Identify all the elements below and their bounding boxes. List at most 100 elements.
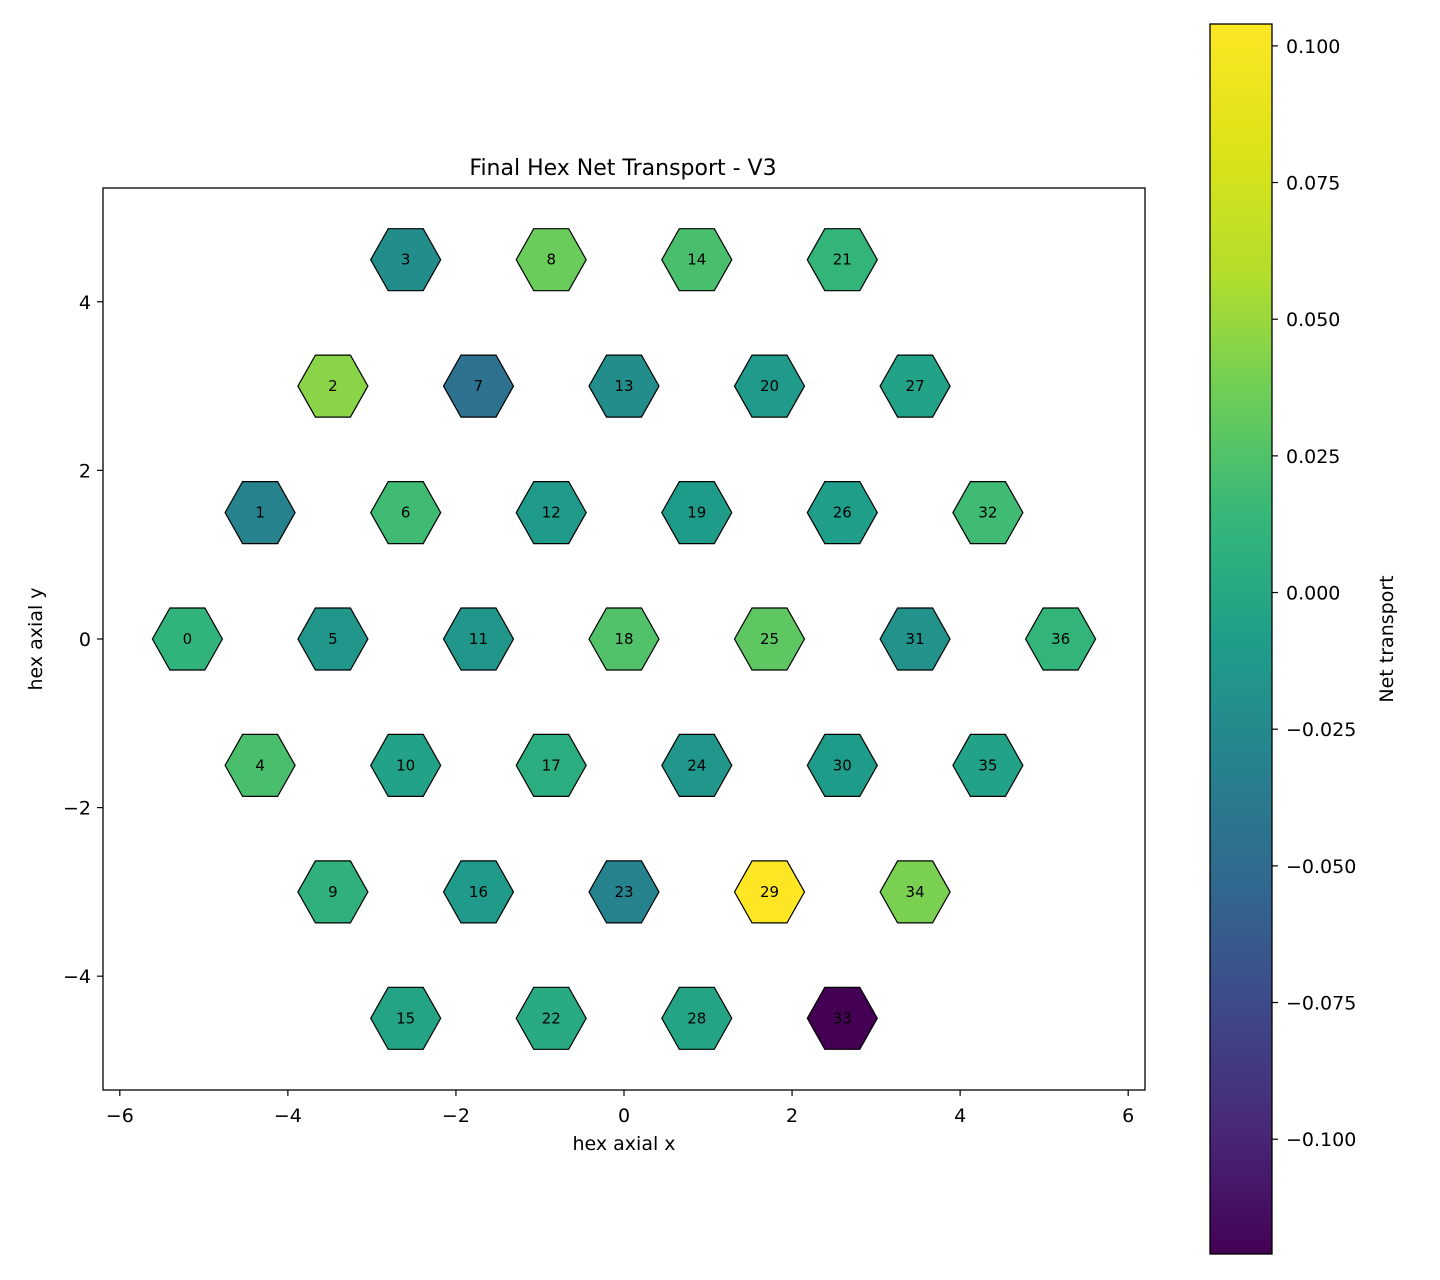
x-tick-label: 6 (1122, 1105, 1134, 1127)
hex-shape (151, 607, 224, 671)
y-tick-label: 4 (79, 292, 91, 314)
hex-cell: 30 (806, 733, 878, 798)
hex-cell: 24 (661, 733, 733, 798)
y-tick-label: 2 (79, 460, 91, 482)
hex-label: 34 (906, 883, 925, 901)
hex-label: 23 (614, 883, 633, 901)
hex-cell: 9 (297, 860, 369, 924)
hex-cell: 16 (442, 860, 515, 924)
hex-shape (952, 481, 1024, 545)
hex-label: 17 (542, 756, 561, 774)
hex-label: 14 (687, 251, 706, 269)
hex-shape (370, 986, 442, 1050)
hex-shape (733, 354, 806, 418)
colorbar-tick-label: 0.075 (1286, 173, 1340, 195)
hex-shape (588, 860, 660, 924)
hex-label: 25 (760, 630, 779, 648)
hex-label: 29 (760, 883, 779, 901)
colorbar-ticks: 0.100 0.075 0.050 0.025 0.000 −0.025 −0.050 −0.… (1272, 36, 1356, 1151)
hex-cell: 12 (515, 481, 587, 545)
hex-shape (515, 986, 587, 1050)
hex-label: 27 (906, 377, 925, 395)
hex-shape (442, 607, 515, 671)
hex-shape (733, 860, 806, 924)
hex-cell: 3 (370, 228, 442, 292)
hex-cell: 21 (806, 228, 878, 292)
hex-label: 20 (760, 377, 779, 395)
hex-shape (224, 481, 296, 545)
hex-label: 24 (687, 756, 706, 774)
hex-cell: 32 (952, 481, 1024, 545)
y-axis-ticks: −4 −2 0 2 4 (63, 292, 103, 988)
x-tick-label: −6 (106, 1105, 134, 1127)
hex-shape (515, 481, 587, 545)
hex-label: 11 (469, 630, 488, 648)
hex-shape (297, 354, 369, 418)
hex-label: 2 (328, 377, 338, 395)
hex-shape (952, 733, 1024, 798)
hex-label: 7 (474, 377, 484, 395)
hex-shape (515, 733, 587, 798)
hex-label: 26 (833, 504, 852, 522)
x-tick-label: 2 (786, 1105, 798, 1127)
hex-cell: 23 (588, 860, 660, 924)
hex-label: 4 (255, 756, 265, 774)
hex-shape (879, 607, 951, 671)
hex-cell: 4 (224, 733, 296, 798)
x-tick-label: 0 (618, 1105, 630, 1127)
hex-shape (588, 607, 660, 671)
x-tick-label: 4 (954, 1105, 966, 1127)
hex-shape (515, 228, 587, 292)
colorbar-tick-label: 0.000 (1286, 583, 1340, 605)
hex-cell: 7 (442, 354, 515, 418)
hex-label: 10 (396, 756, 415, 774)
x-tick-label: −2 (442, 1105, 470, 1127)
hex-cell: 28 (661, 986, 733, 1050)
hex-shape (806, 481, 878, 545)
hex-label: 12 (542, 504, 561, 522)
hex-cell: 1 (224, 481, 296, 545)
colorbar (1209, 23, 1273, 1255)
hex-cell: 15 (370, 986, 442, 1050)
hex-cell: 27 (879, 354, 951, 418)
hex-label: 16 (469, 883, 488, 901)
chart-title: Final Hex Net Transport - V3 (469, 156, 776, 181)
x-axis-label: hex axial x (572, 1133, 675, 1155)
hex-label: 22 (542, 1009, 561, 1027)
hex-label: 9 (328, 883, 338, 901)
hex-shape (1024, 607, 1097, 671)
hex-cell: 17 (515, 733, 587, 798)
hex-cell: 10 (370, 733, 442, 798)
hex-shape (370, 733, 442, 798)
hex-label: 13 (614, 377, 633, 395)
hex-label: 32 (978, 504, 997, 522)
hex-label: 6 (401, 504, 411, 522)
x-axis-ticks: −6 −4 −2 0 2 4 6 (106, 1090, 1134, 1127)
hex-label: 1 (255, 504, 265, 522)
hex-cell: 20 (733, 354, 806, 418)
hex-cell: 31 (879, 607, 951, 671)
hex-label: 31 (906, 630, 925, 648)
hex-shape (297, 607, 369, 671)
hex-shape (661, 481, 733, 545)
hex-cell: 33 (806, 986, 878, 1050)
hex-label: 33 (833, 1009, 852, 1027)
y-tick-label: −2 (63, 798, 91, 820)
hex-label: 15 (396, 1009, 415, 1027)
colorbar-label: Net transport (1376, 575, 1398, 702)
hex-shape (370, 228, 442, 292)
hex-shape (661, 733, 733, 798)
hex-cell: 26 (806, 481, 878, 545)
hex-label: 35 (978, 756, 997, 774)
hex-cell: 29 (733, 860, 806, 924)
hex-cell: 18 (588, 607, 660, 671)
hex-label: 28 (687, 1009, 706, 1027)
hex-label: 18 (614, 630, 633, 648)
hex-label: 21 (833, 251, 852, 269)
hex-cell: 2 (297, 354, 369, 418)
hex-cell: 36 (1024, 607, 1097, 671)
hex-cell: 14 (661, 228, 733, 292)
x-tick-label: −4 (274, 1105, 302, 1127)
y-tick-label: −4 (63, 966, 91, 988)
